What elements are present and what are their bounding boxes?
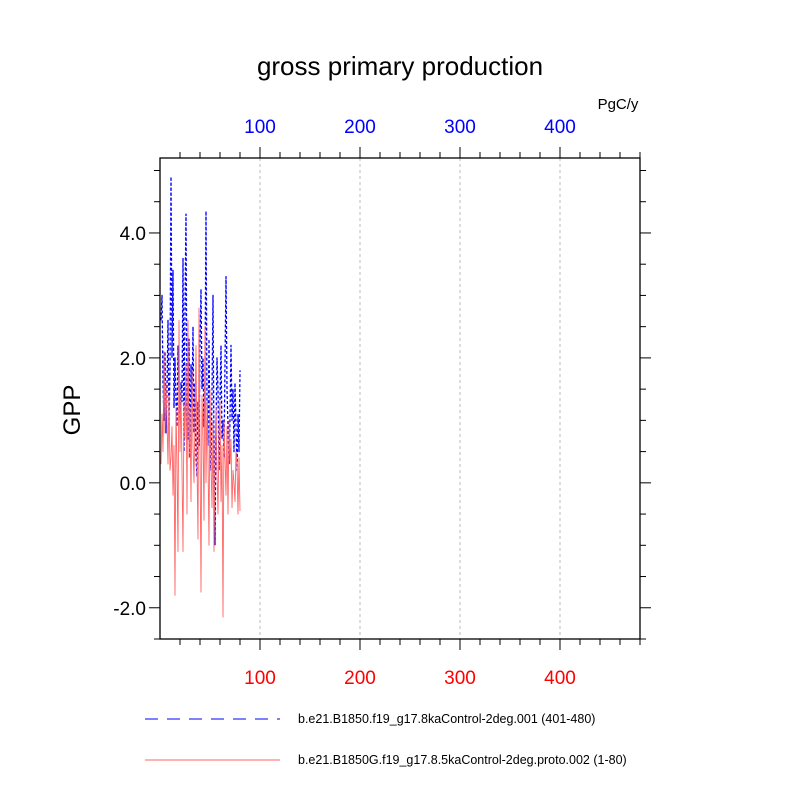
legend: b.e21.B1850.f19_g17.8kaControl-2deg.001 … [145,712,627,767]
units-label: PgC/y [598,96,639,113]
y-axis-label: GPP [59,385,86,436]
top-axis-tick-label: 100 [244,117,276,138]
series-line-1 [160,176,241,546]
grid-lines [259,158,561,639]
series-line-2 [160,307,241,618]
series-layer [160,176,241,618]
legend-label-1: b.e21.B1850.f19_g17.8kaControl-2deg.001 … [298,712,595,726]
y-axis-tick-label: 0.0 [120,474,146,495]
tick-labels: 100 200 300 400 100 200 300 400 -2.0 0.0 2.0 4.0 [113,117,576,689]
bottom-axis-tick-label: 200 [344,668,376,689]
plot-frame [159,157,641,640]
top-axis-tick-label: 300 [444,117,476,138]
legend-label-2: b.e21.B1850G.f19_g17.8.5kaControl-2deg.p… [298,753,627,767]
bottom-axis-tick-label: 300 [444,668,476,689]
chart-title: gross primary production [257,51,543,81]
bottom-axis-tick-label: 100 [244,668,276,689]
top-axis-tick-label: 200 [344,117,376,138]
y-axis-tick-label: -2.0 [113,599,146,620]
bottom-axis-tick-label: 400 [544,668,576,689]
y-axis-tick-label: 4.0 [120,224,146,245]
axis-ticks [149,147,651,650]
top-axis-tick-label: 400 [544,117,576,138]
y-axis-tick-label: 2.0 [120,349,146,370]
